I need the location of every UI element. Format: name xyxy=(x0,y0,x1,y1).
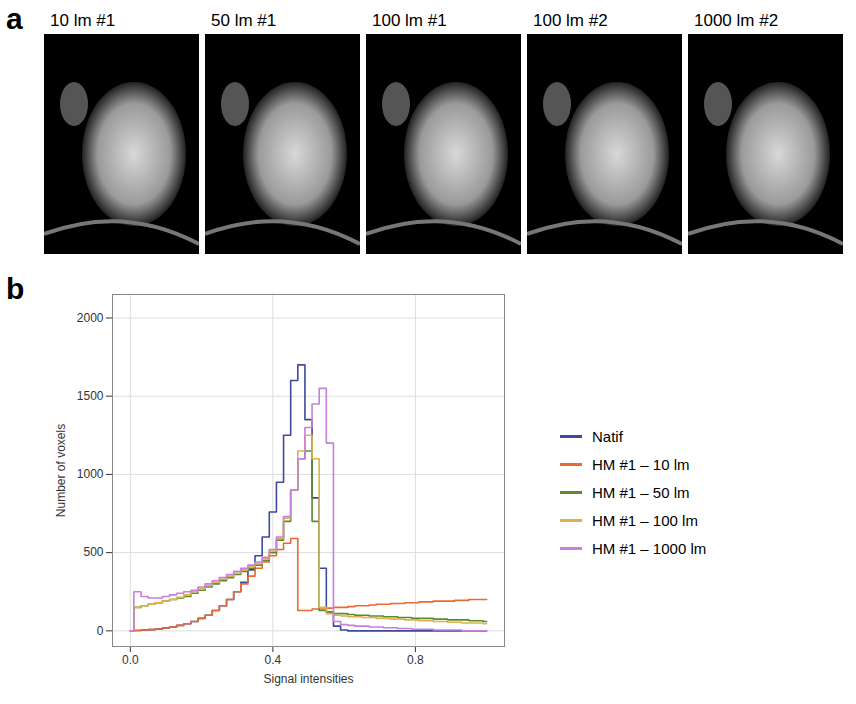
html-text:1000 lm #2: 1000 lm #2 xyxy=(694,11,779,30)
svg-text:0.8: 0.8 xyxy=(407,653,424,667)
svg-text:0.4: 0.4 xyxy=(265,653,282,667)
html-text:50 lm #1: 50 lm #1 xyxy=(211,11,277,30)
html-text:Natif: Natif xyxy=(592,427,623,445)
html-text:b: b xyxy=(6,272,25,305)
svg-text:2000: 2000 xyxy=(77,311,104,325)
svg-text:Signal intensities: Signal intensities xyxy=(263,672,353,686)
html-text:HM #1 – 100 lm: HM #1 – 100 lm xyxy=(592,511,698,529)
html-text:HM #1 – 1000 lm: HM #1 – 1000 lm xyxy=(592,539,707,557)
svg-text:0: 0 xyxy=(97,624,104,638)
html-text:a: a xyxy=(6,2,23,35)
html-text:HM #1 – 50 lm: HM #1 – 50 lm xyxy=(592,483,690,501)
svg-text:0.0: 0.0 xyxy=(122,653,139,667)
html-text:100 lm #2: 100 lm #2 xyxy=(533,11,608,30)
svg-text:Number of voxels: Number of voxels xyxy=(54,424,68,517)
svg-text:1000: 1000 xyxy=(77,467,104,481)
html-text:HM #1 – 10 lm: HM #1 – 10 lm xyxy=(592,455,690,473)
html-text:100 lm #1: 100 lm #1 xyxy=(372,11,447,30)
html-text:10 lm #1: 10 lm #1 xyxy=(50,11,116,30)
svg-text:500: 500 xyxy=(83,545,103,559)
svg-text:1500: 1500 xyxy=(77,389,104,403)
